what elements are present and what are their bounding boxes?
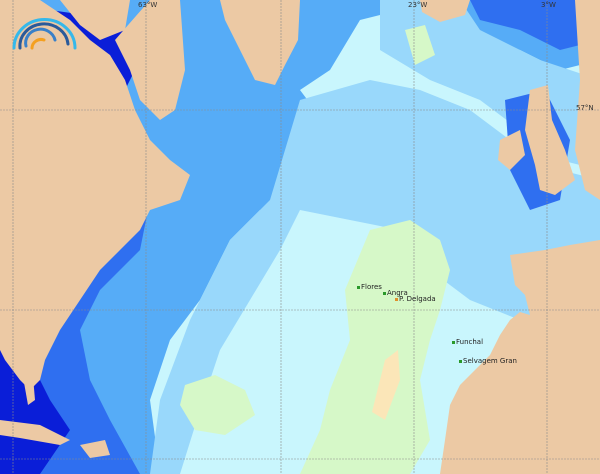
place-marker-icon [459, 359, 462, 363]
ocean-zone-light-blue [150, 80, 600, 474]
land-florida [20, 360, 35, 405]
land-north-america [0, 0, 190, 390]
lon-label-23w: 23°W [408, 1, 428, 9]
place-marker-icon [357, 285, 360, 289]
place-selvagem-grande[interactable]: Selvagem Gran [459, 357, 517, 365]
place-angra[interactable]: Angra [383, 289, 408, 297]
ocean-zone-pale-green [300, 220, 450, 474]
land-hispaniola [80, 440, 110, 458]
lon-label-63w: 63°W [138, 1, 158, 9]
place-marker-icon [452, 340, 455, 344]
ocean-zone-pale-green-west [180, 375, 255, 435]
arc-wave-logo [12, 18, 77, 50]
ocean-zone-pale-orange [372, 350, 400, 420]
land-europe [575, 0, 600, 200]
place-marker-icon [383, 291, 386, 295]
place-p-delgada[interactable]: P. Delgada [395, 295, 436, 303]
land-canada-east [115, 0, 185, 120]
place-marker-icon [395, 297, 398, 301]
ocean-zone-blue-north-east [470, 0, 600, 50]
land-cuba [0, 420, 70, 445]
ocean-zone-pale-green-north [405, 25, 435, 65]
land-ireland [498, 130, 525, 170]
land-iceland [420, 0, 470, 22]
land-iberia-africa [440, 240, 600, 474]
land-greenland [220, 0, 300, 85]
place-flores[interactable]: Flores [357, 283, 382, 291]
land-baffin [60, 0, 130, 40]
land-great-britain [525, 85, 575, 195]
place-funchal[interactable]: Funchal [452, 338, 483, 346]
lat-label-57n: 57°N [576, 104, 594, 112]
lon-label-3w: 3°W [541, 1, 556, 9]
